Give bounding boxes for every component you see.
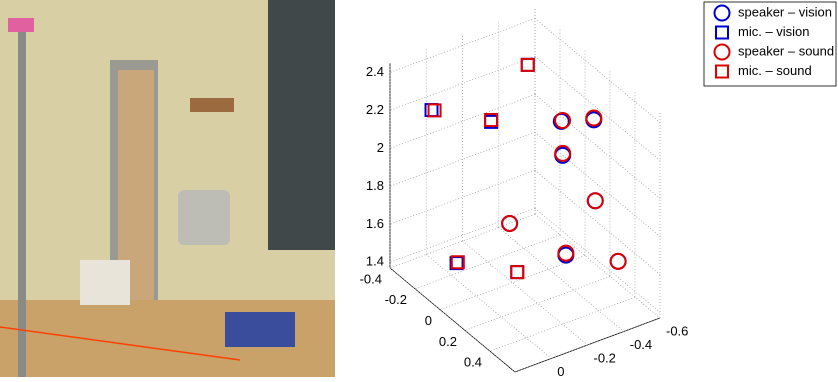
legend-box	[703, 1, 837, 87]
legend-label: mic. – vision	[738, 24, 810, 39]
grid-line	[426, 254, 552, 359]
y-tick-label: -0.4	[360, 271, 382, 286]
marker-circle	[713, 4, 731, 22]
marker-square	[424, 103, 439, 118]
y-tick-label: -0.2	[385, 292, 407, 307]
marker-square	[715, 25, 729, 40]
grid-line	[389, 267, 516, 373]
x-tick-label: -0.2	[594, 350, 616, 365]
grid-line	[534, 208, 661, 313]
grid-line	[534, 94, 661, 199]
x-tick-label: 0	[557, 364, 564, 377]
marker-square	[484, 112, 499, 127]
marker-circle	[609, 252, 627, 270]
marker-square	[715, 64, 729, 79]
marker-circle	[554, 111, 572, 129]
z-tick-label: 2.4	[366, 64, 384, 79]
x-tick-label: -0.6	[666, 323, 688, 338]
photo	[0, 0, 335, 377]
grid-line	[489, 296, 636, 352]
marker-square	[450, 255, 465, 270]
grid-line	[534, 213, 661, 319]
marker-square	[427, 103, 442, 118]
z-tick-label: 1.6	[366, 216, 384, 231]
z-tick-label: 1.4	[366, 254, 384, 269]
plot: 1.41.61.822.22.4-0.4-0.200.20.40.6-0.6-0…	[360, 9, 688, 382]
grid-line	[534, 18, 661, 123]
legend-label: speaker – sound	[738, 43, 834, 58]
grid-line	[534, 56, 661, 161]
marker-circle	[501, 214, 519, 232]
y-tick-label: 0	[425, 313, 432, 328]
grid-line	[414, 234, 561, 290]
z-tick-label: 2	[377, 140, 384, 155]
legend-label: speaker – vision	[738, 4, 832, 19]
grid-line	[498, 227, 624, 332]
grid-line	[464, 276, 611, 331]
y-tick-label: 0.4	[464, 355, 482, 370]
z-tick-label: 2.2	[366, 102, 384, 117]
marker-square	[510, 265, 525, 280]
marker-circle	[585, 109, 603, 127]
marker-circle	[554, 144, 572, 162]
legend: speaker – vision mic. – vision speaker – s…	[703, 1, 837, 87]
grid-line	[534, 170, 661, 275]
marker-circle	[713, 43, 731, 61]
marker-circle	[557, 244, 575, 262]
x-tick-label: -0.4	[630, 337, 652, 352]
grid-line	[389, 18, 536, 73]
grid-line	[462, 240, 588, 346]
z-tick-label: 1.8	[366, 178, 384, 193]
marker-circle	[586, 192, 604, 210]
marker-square	[510, 265, 525, 280]
legend-label: mic. – sound	[738, 63, 812, 78]
y-tick-label: 0.2	[439, 334, 457, 349]
marker-square	[520, 57, 535, 72]
grid-line	[534, 132, 661, 237]
